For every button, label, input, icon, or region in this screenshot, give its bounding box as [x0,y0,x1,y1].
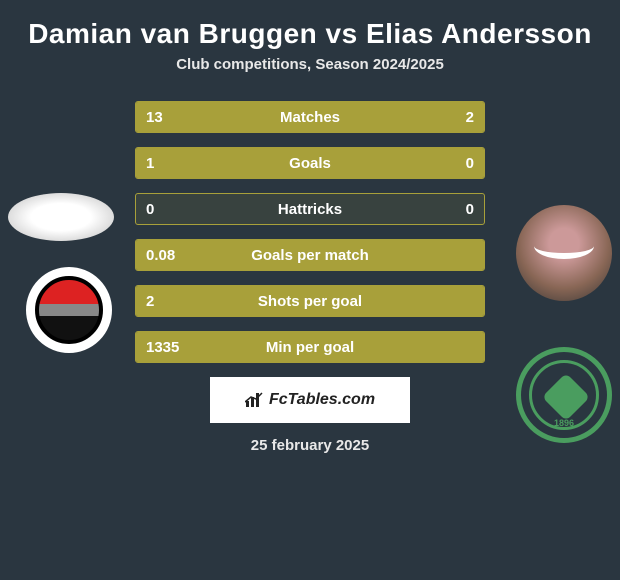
stat-row: 13 Matches 2 [135,101,485,133]
stats-list: 13 Matches 2 1 Goals 0 0 Hattricks 0 0.08 Goals pe… [135,93,485,363]
stat-value-left: 1335 [146,339,179,356]
comparison-panel: 13 Matches 2 1 Goals 0 0 Hattricks 0 0.08 Goals pe… [0,93,620,454]
player-photo-right [516,205,612,301]
stat-value-right: 0 [466,155,474,172]
stat-value-right: 0 [466,201,474,218]
stat-value-left: 2 [146,293,154,310]
page-title: Damian van Bruggen vs Elias Andersson [0,0,620,56]
branding-badge: FcTables.com [210,377,410,423]
stat-label: Goals [289,155,331,172]
stat-label: Min per goal [266,339,354,356]
stat-row: 2 Shots per goal [135,285,485,317]
stat-value-left: 0.08 [146,247,175,264]
stat-label: Shots per goal [258,293,362,310]
stat-label: Goals per match [251,247,369,264]
branding-text: FcTables.com [269,391,375,409]
stat-value-right: 2 [466,109,474,126]
team-logo-left [26,267,112,353]
stat-row: 1 Goals 0 [135,147,485,179]
player-photo-left [8,193,114,241]
stat-value-left: 13 [146,109,163,126]
date-text: 25 february 2025 [20,437,600,454]
stat-label: Matches [280,109,340,126]
chart-icon [245,392,263,408]
subtitle: Club competitions, Season 2024/2025 [0,56,620,73]
stat-row: 0.08 Goals per match [135,239,485,271]
stat-row: 1335 Min per goal [135,331,485,363]
stat-label: Hattricks [278,201,342,218]
stat-fill-right [435,102,484,132]
stat-row: 0 Hattricks 0 [135,193,485,225]
stat-value-left: 0 [146,201,154,218]
team-logo-right [516,347,612,443]
stat-value-left: 1 [146,155,154,172]
